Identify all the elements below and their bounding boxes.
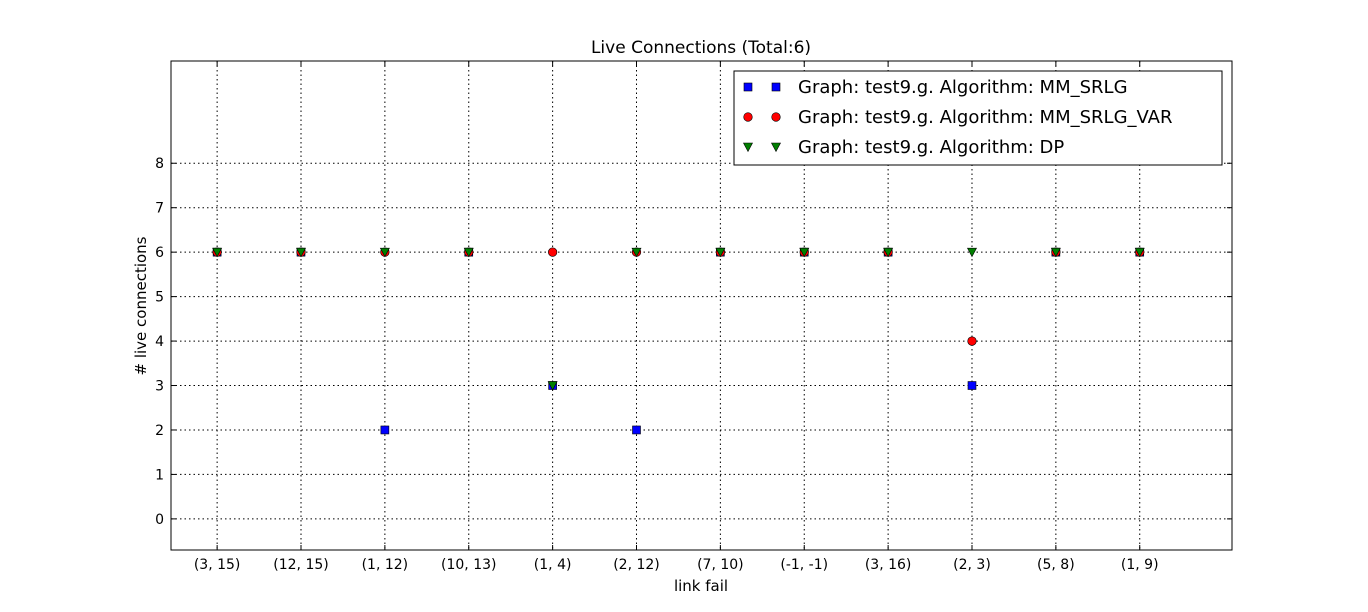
y-tick-label: 8 [155, 156, 164, 172]
legend-label: Graph: test9.g. Algorithm: DP [798, 137, 1064, 158]
legend-marker [771, 112, 781, 122]
x-tick-label: (2, 3) [953, 557, 991, 573]
series-1-point [380, 425, 390, 435]
legend-marker [743, 82, 753, 92]
series-1-point [967, 381, 977, 390]
y-tick-label: 0 [155, 512, 164, 528]
x-tick-label: (3, 15) [194, 557, 241, 573]
y-tick-label: 4 [155, 334, 164, 350]
series-3-point [547, 381, 558, 391]
legend-marker [771, 142, 781, 153]
x-tick-label: (12, 15) [273, 557, 328, 573]
series-3-point [1050, 247, 1061, 258]
legend-label: Graph: test9.g. Algorithm: MM_SRLG [798, 77, 1128, 98]
y-tick-label: 1 [155, 467, 164, 483]
y-tick-label: 6 [155, 245, 164, 261]
series-3-point [883, 247, 894, 258]
x-axis-label: link fail [674, 577, 728, 595]
series-3-point [966, 247, 977, 258]
chart-title: Live Connections (Total:6) [591, 38, 811, 58]
x-tick-label: (-1, -1) [780, 557, 828, 573]
legend-box [733, 70, 1223, 166]
series-3-point [715, 247, 726, 258]
series-2-point [548, 247, 558, 257]
y-tick-label: 5 [155, 290, 164, 306]
series-3-point [1134, 247, 1145, 258]
series-3-point [212, 247, 223, 258]
axis-ticks: 0 1 2 3 4 5 6 7 8 (3, 15) (12, 15) (1, 12) (10, 13) (… [155, 61, 1232, 573]
legend: Graph: test9.g. Algorithm: MM_SRLG Graph:… [733, 70, 1223, 166]
legend-marker [743, 112, 753, 122]
x-tick-label: (7, 10) [697, 557, 744, 573]
legend-label: Graph: test9.g. Algorithm: MM_SRLG_VAR [798, 107, 1173, 128]
series-3-point [463, 247, 474, 258]
series-3-point [296, 247, 307, 258]
y-tick-label: 7 [155, 201, 164, 217]
series-3-point [799, 247, 810, 258]
x-tick-label: (2, 12) [613, 557, 660, 573]
series-2-point [967, 336, 977, 346]
x-tick-label: (5, 8) [1037, 557, 1075, 573]
series-1-point [632, 425, 641, 435]
legend-marker [771, 82, 781, 92]
x-tick-label: (10, 13) [441, 557, 496, 573]
x-tick-label: (1, 12) [362, 557, 409, 573]
y-tick-label: 2 [155, 423, 164, 439]
plot-area-frame [170, 60, 1233, 551]
x-tick-label: (1, 9) [1121, 557, 1159, 573]
series-3-point [631, 247, 642, 258]
series-3-point [379, 247, 390, 258]
grid-lines [171, 61, 1232, 550]
x-tick-label: (3, 16) [865, 557, 912, 573]
data-markers [212, 247, 1145, 435]
y-axis-label: # live connections [132, 236, 150, 375]
x-tick-label: (1, 4) [534, 557, 572, 573]
y-tick-label: 3 [155, 379, 164, 395]
legend-marker [743, 142, 753, 153]
